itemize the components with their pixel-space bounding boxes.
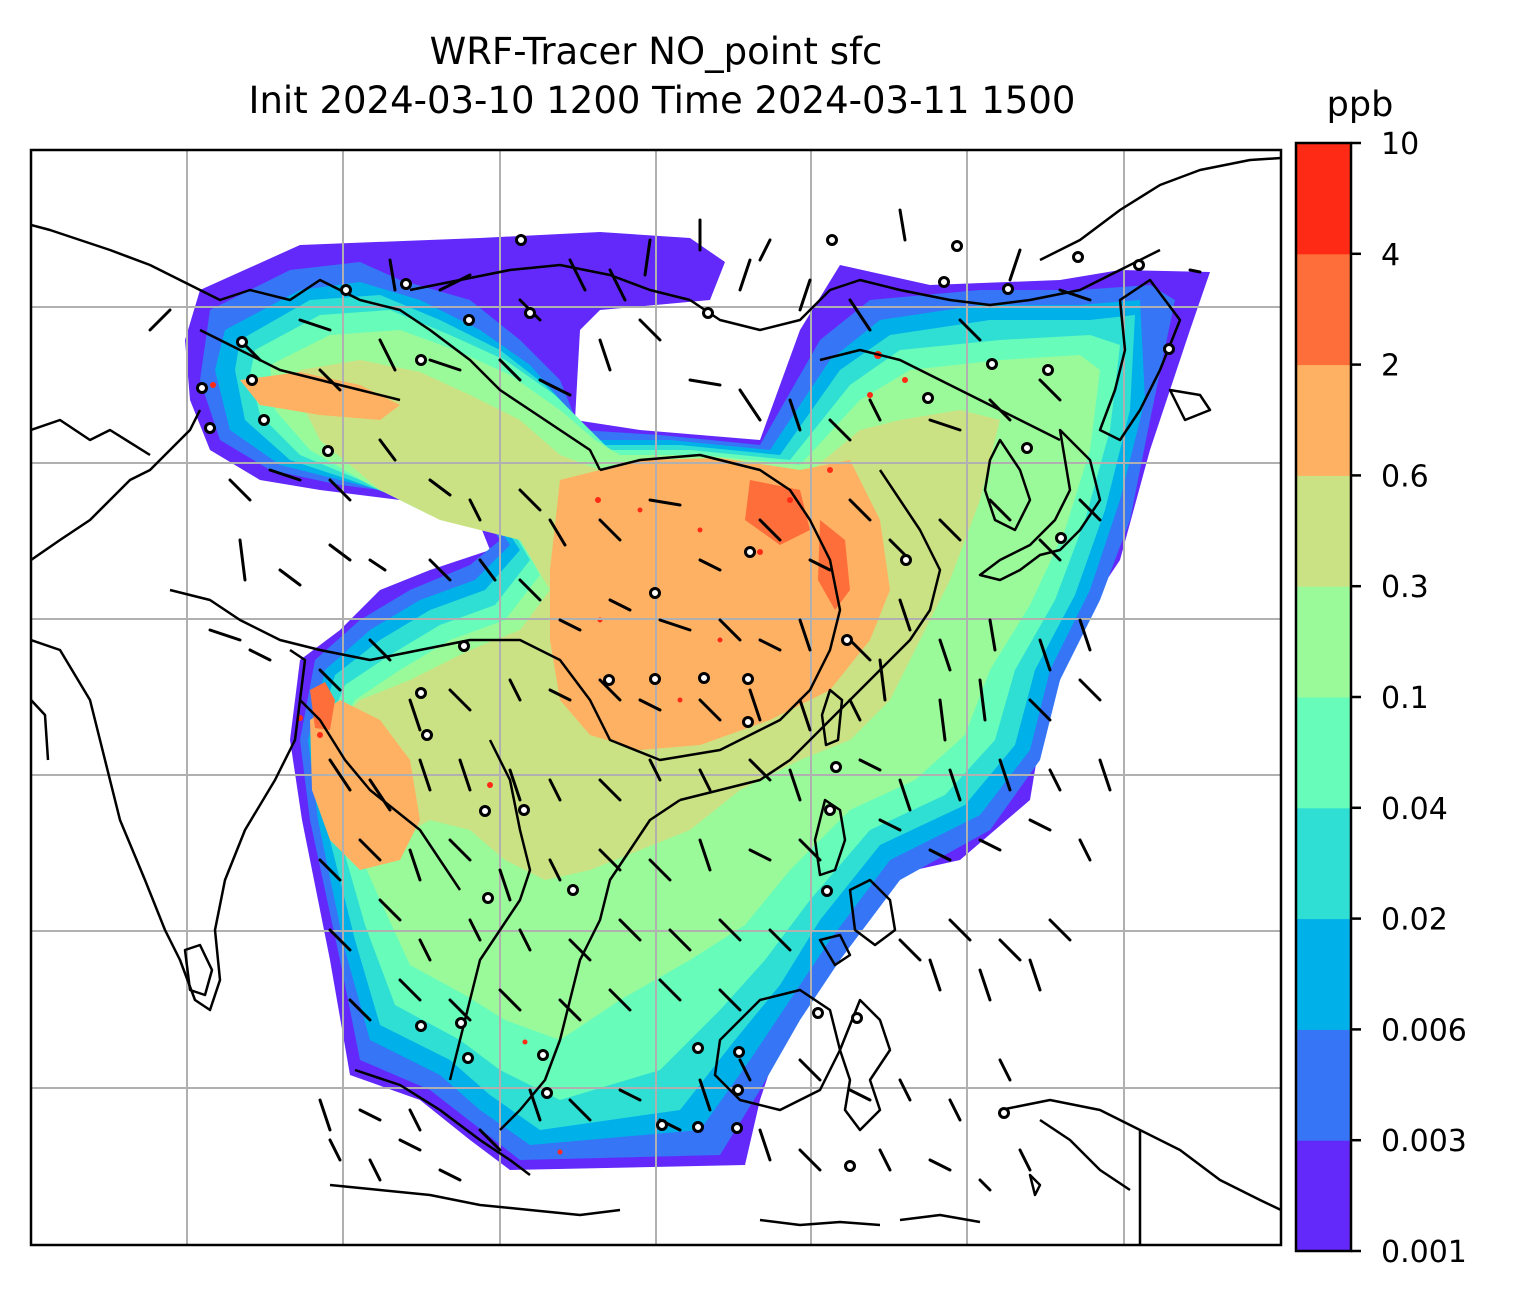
colorbar-ticks: 0.001 0.003 0.006 0.02 0.04 0.1 0.3 0.6 2 4 10 [1351,127,1467,1270]
colorbar-tick-label: 0.02 [1381,903,1448,938]
colorbar-tick-label: 0.04 [1381,792,1448,827]
colorbar-segment [1296,364,1351,476]
field-layer-2 [818,520,850,610]
colorbar-segment [1296,918,1351,1030]
colorbar-segment [1296,697,1351,809]
colorbar-segment [1296,1029,1351,1141]
colorbar-tick-label: 0.001 [1381,1235,1467,1270]
title-line-2: Init 2024-03-10 1200 Time 2024-03-11 150… [249,79,1076,122]
colorbar-segment [1296,807,1351,920]
colorbar-segment [1296,143,1351,255]
colorbar-segment [1296,253,1351,366]
title-line-1: WRF-Tracer NO_point sfc [430,30,883,73]
colorbar-tick-label: 2 [1381,349,1400,384]
colorbar-tick-label: 0.6 [1381,459,1429,494]
field-layer-0.6-north [240,372,400,420]
colorbar-segments [1296,143,1351,1252]
colorbar-tick-label: 10 [1381,127,1419,162]
colorbar-segment [1296,586,1351,698]
calm-wind-markers [196,234,1175,1172]
colorbar-tick-label: 4 [1381,238,1400,273]
map-panel [31,150,1281,1245]
colorbar-segment [1296,475,1351,587]
colorbar-segment [1296,1140,1351,1252]
colorbar-unit-label: ppb [1327,85,1394,125]
map-gridlines [31,150,1281,1245]
map-frame [29,148,1283,1247]
colorbar-tick-label: 0.003 [1381,1124,1467,1159]
colorbar: 0.001 0.003 0.006 0.02 0.04 0.1 0.3 0.6 2 4 10 ppb [1294,85,1467,1270]
colorbar-tick-label: 0.006 [1381,1013,1467,1048]
wind-barbs [148,208,1202,1192]
colorbar-tick-label: 0.1 [1381,681,1429,716]
colorbar-tick-label: 0.3 [1381,570,1429,605]
